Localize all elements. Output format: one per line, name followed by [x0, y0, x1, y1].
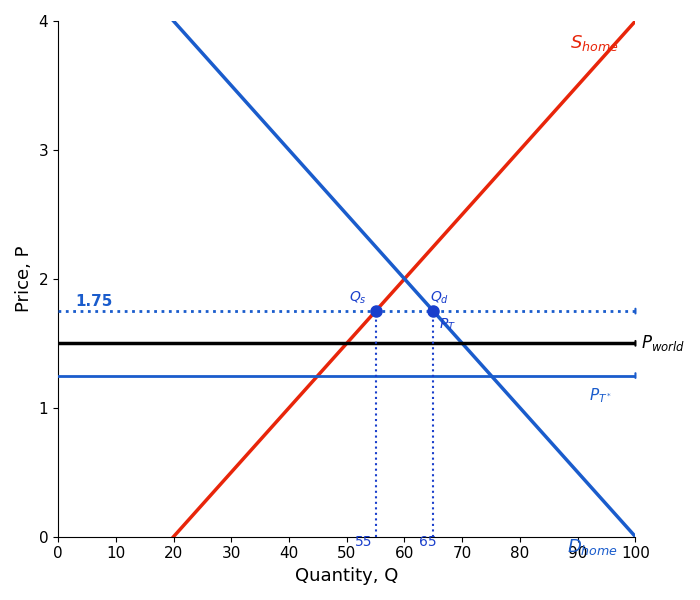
- Text: $P_{T^*}$: $P_{T^*}$: [589, 386, 612, 404]
- Text: $S_{home}$: $S_{home}$: [570, 33, 618, 53]
- Text: $P_{world}$: $P_{world}$: [641, 334, 685, 353]
- Text: 1.75: 1.75: [76, 294, 113, 309]
- X-axis label: Quantity, Q: Quantity, Q: [295, 567, 398, 585]
- Text: 55: 55: [356, 535, 373, 549]
- Text: $P_T$: $P_T$: [439, 316, 456, 332]
- Text: $Q_s$: $Q_s$: [349, 290, 367, 306]
- Y-axis label: Price, P: Price, P: [15, 245, 33, 312]
- Text: $D_{home}$: $D_{home}$: [567, 537, 618, 557]
- Text: 65: 65: [419, 535, 436, 549]
- Text: $Q_d$: $Q_d$: [430, 290, 449, 306]
